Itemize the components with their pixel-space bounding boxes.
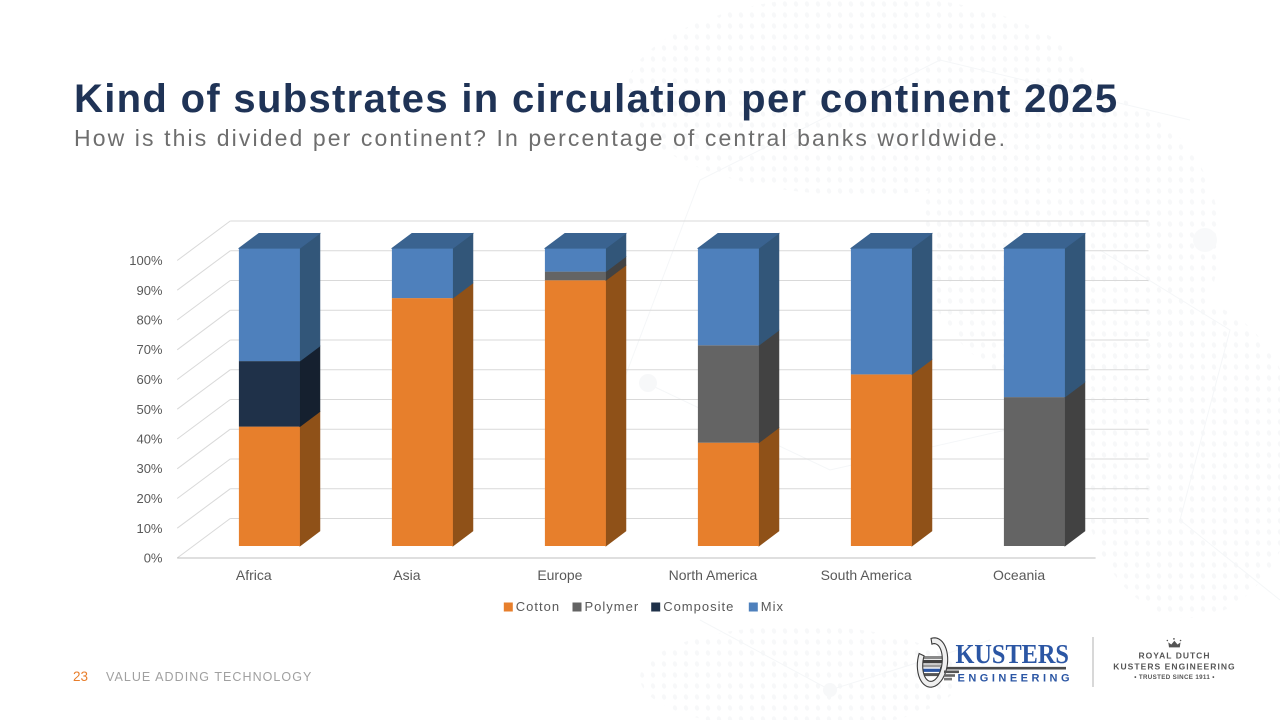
svg-text:50%: 50% — [136, 402, 162, 417]
svg-text:90%: 90% — [136, 283, 162, 298]
svg-text:Cotton: Cotton — [516, 599, 560, 614]
svg-text:23: 23 — [73, 669, 88, 684]
svg-text:KUSTERS ENGINEERING: KUSTERS ENGINEERING — [1113, 662, 1235, 672]
svg-text:Oceania: Oceania — [993, 567, 1045, 583]
svg-text:• TRUSTED SINCE 1911 •: • TRUSTED SINCE 1911 • — [1134, 674, 1214, 681]
svg-text:40%: 40% — [136, 432, 162, 447]
svg-text:Asia: Asia — [393, 567, 420, 583]
svg-text:Europe: Europe — [537, 567, 582, 583]
svg-text:South America: South America — [821, 567, 912, 583]
svg-text:20%: 20% — [136, 491, 162, 506]
svg-text:Africa: Africa — [236, 567, 272, 583]
svg-text:0%: 0% — [144, 551, 163, 566]
svg-text:80%: 80% — [136, 313, 162, 328]
svg-text:Kind of substrates in circulat: Kind of substrates in circulation per co… — [74, 77, 1118, 121]
svg-text:Composite: Composite — [663, 599, 734, 614]
svg-text:North America: North America — [669, 567, 758, 583]
svg-text:How is this divided per contin: How is this divided per continent? In pe… — [74, 125, 1007, 151]
svg-text:KUSTERS: KUSTERS — [956, 639, 1069, 669]
svg-text:ENGINEERING: ENGINEERING — [958, 673, 1074, 685]
svg-text:60%: 60% — [136, 372, 162, 387]
svg-text:Mix: Mix — [761, 599, 784, 614]
svg-text:100%: 100% — [129, 253, 163, 268]
svg-text:10%: 10% — [136, 521, 162, 536]
svg-text:VALUE ADDING TECHNOLOGY: VALUE ADDING TECHNOLOGY — [106, 670, 312, 684]
svg-text:Polymer: Polymer — [585, 599, 640, 614]
svg-text:70%: 70% — [136, 342, 162, 357]
svg-text:30%: 30% — [136, 461, 162, 476]
svg-text:ROYAL DUTCH: ROYAL DUTCH — [1139, 651, 1211, 661]
